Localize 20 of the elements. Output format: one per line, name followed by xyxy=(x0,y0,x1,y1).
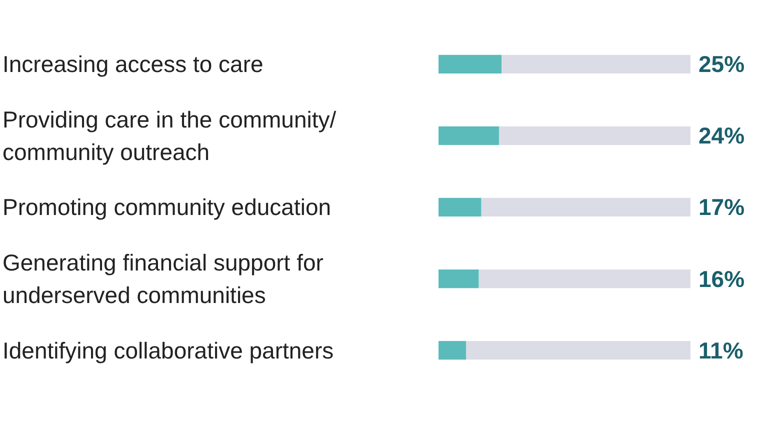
y-tick-label: Identifying collaborative partners xyxy=(2,337,334,364)
data-label: 11% xyxy=(698,337,744,364)
data-label: 25% xyxy=(698,51,745,78)
bar xyxy=(438,341,466,360)
bar xyxy=(502,54,690,74)
y-tick-label: Increasing access to care xyxy=(2,51,264,78)
data-label: 24% xyxy=(698,122,745,149)
y-tick-label: Providing care in the community/ community outreach xyxy=(2,106,337,165)
bar xyxy=(498,126,690,145)
bar xyxy=(438,126,499,145)
data-label: 17% xyxy=(698,194,745,220)
y-tick-label: Generating financial support for underserved communities xyxy=(2,250,324,308)
bar xyxy=(466,341,690,360)
bar xyxy=(478,269,690,288)
bar xyxy=(438,198,482,217)
bar xyxy=(438,54,502,74)
y-tick-label: Promoting community education xyxy=(2,194,332,220)
bar xyxy=(481,198,690,217)
data-label: 16% xyxy=(698,266,745,292)
bar xyxy=(438,269,479,288)
